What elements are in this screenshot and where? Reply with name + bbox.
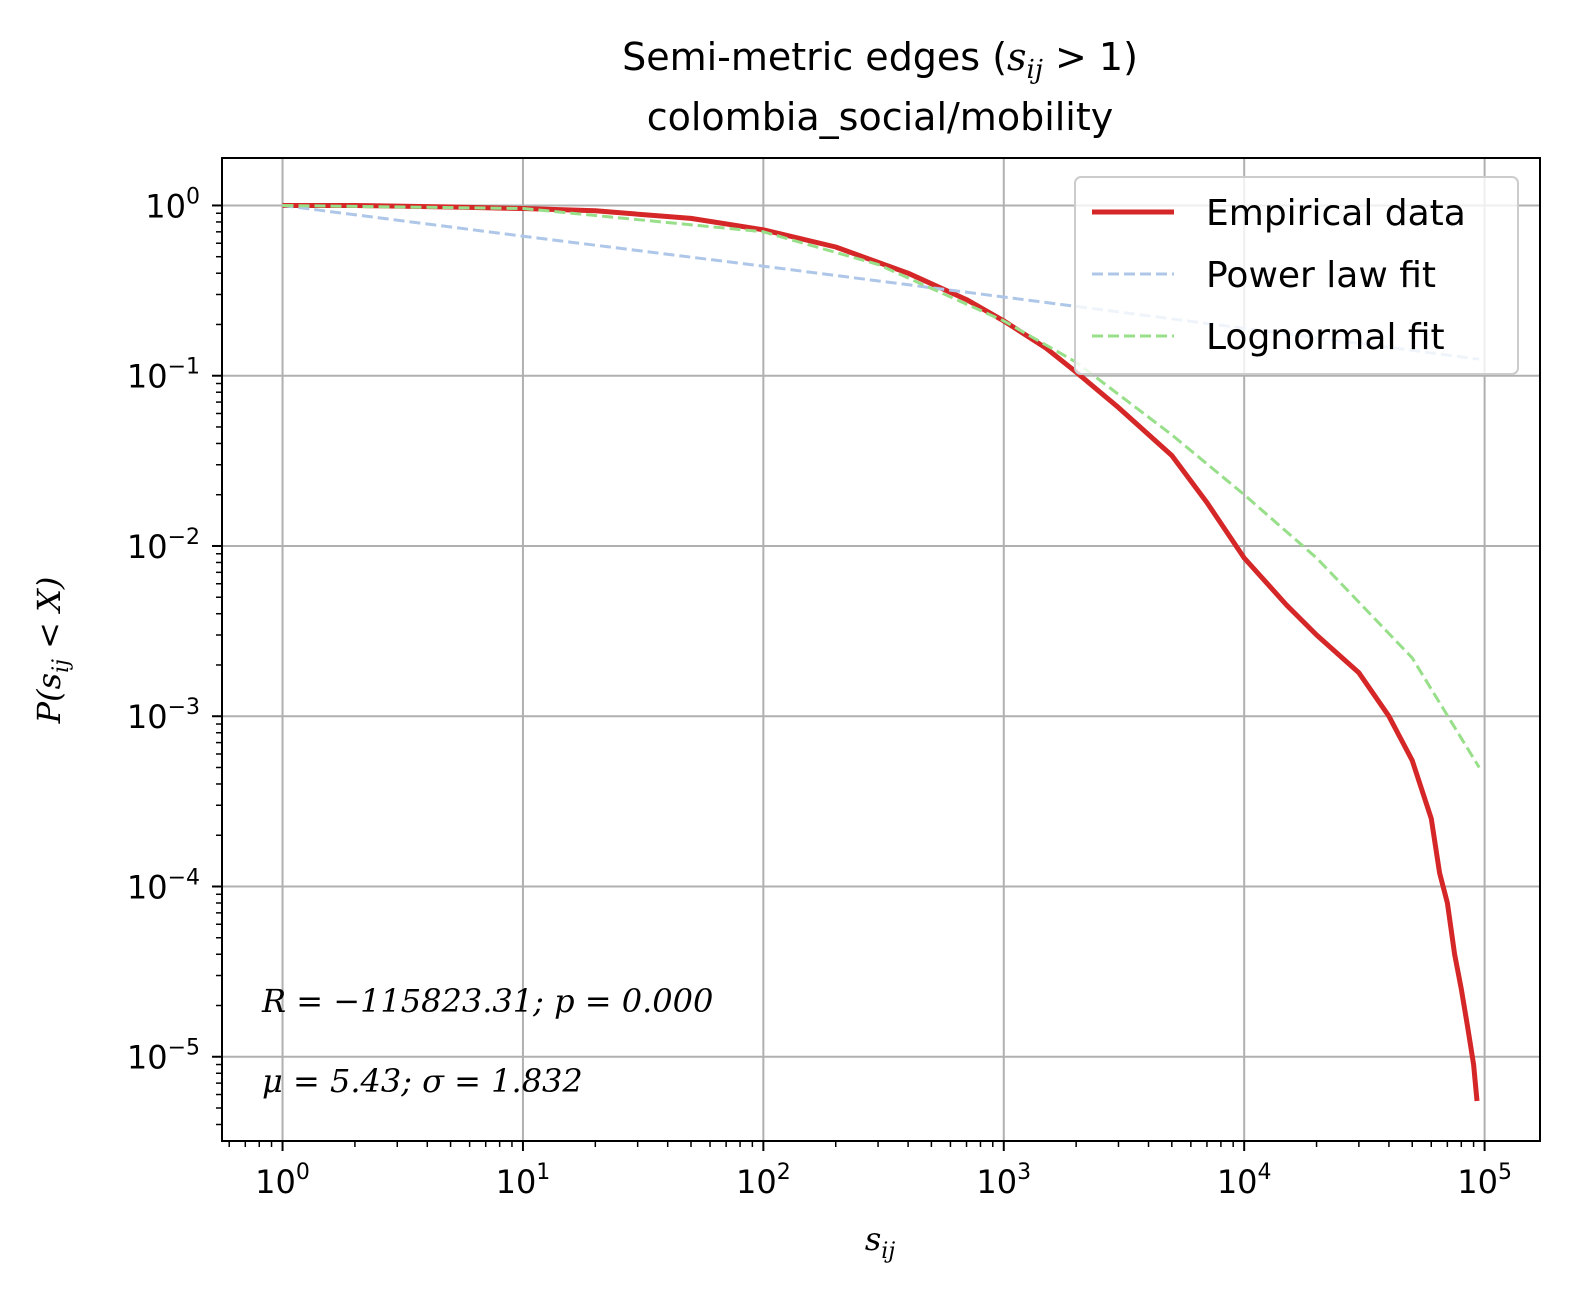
plot-frame: [221, 157, 1541, 1142]
series-empirical-line: [282, 203, 1480, 1102]
y-tick-labels: 100 10−1 10−2 10−3 10−4 10−5: [127, 184, 200, 1076]
chart-subtitle: colombia_social/mobility: [647, 95, 1114, 139]
annotation-mu-sigma: μ = 5.43; σ = 1.832: [262, 1062, 583, 1100]
annotation-R-p: R = −115823.31; p = 0.000: [261, 982, 713, 1020]
y-tick-label: 100: [145, 184, 200, 225]
legend: Empirical data Power law fit Lognormal f…: [1074, 176, 1519, 375]
legend-label-lognormal: Lognormal fit: [1206, 317, 1445, 358]
y-axis-label: P(sij < X): [30, 577, 74, 725]
x-tick-labels: 100 101 102 103 104 105: [255, 1160, 1512, 1201]
chart-title: Semi-metric edges (sij > 1): [622, 35, 1138, 85]
legend-box: [1074, 176, 1519, 375]
legend-label-empirical: Empirical data: [1206, 193, 1466, 234]
y-tick-label: 10−2: [127, 525, 200, 566]
y-tick-label: 10−5: [127, 1036, 200, 1077]
x-tick-label: 101: [496, 1160, 551, 1201]
legend-label-power-law: Power law fit: [1206, 255, 1436, 296]
major-ticks: [212, 204, 1486, 1151]
y-tick-label: 10−3: [127, 695, 200, 736]
y-tick-label: 10−4: [127, 865, 200, 906]
grid: [222, 158, 1540, 1141]
y-tick-label: 10−1: [127, 355, 200, 396]
